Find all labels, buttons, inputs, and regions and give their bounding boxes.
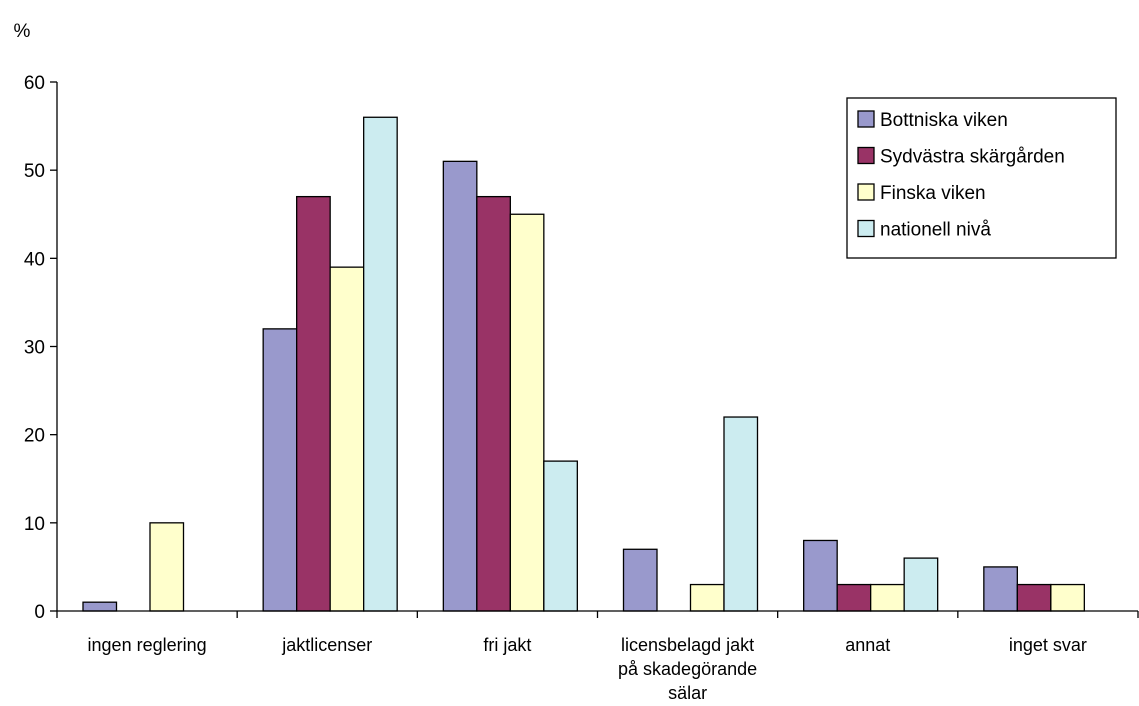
y-tick-label: 50 [24,161,45,182]
y-axis-unit-label: % [14,21,31,42]
x-category-label: på skadegörande [618,659,757,679]
bar [296,195,331,612]
bar [363,116,398,612]
bar [983,566,1018,612]
bar [903,557,939,612]
bar [803,539,838,612]
x-category-label: inget svar [1009,635,1087,655]
x-category-label: jaktlicenser [281,635,372,655]
legend-swatch [857,183,875,201]
bar [329,266,365,612]
bar [622,548,658,612]
bar [149,522,185,612]
x-category-label: ingen reglering [88,635,207,655]
bar [476,195,511,612]
y-axis-ticks: 0 10 20 30 40 50 60 [24,73,57,623]
bar [509,213,545,612]
legend-label: Bottniska viken [880,110,1008,131]
x-category-label: annat [845,635,890,655]
legend-label: Finska viken [880,183,986,204]
legend-label: nationell nivå [880,220,991,241]
bar [543,460,578,612]
bar [442,160,478,612]
legend-swatch [857,110,875,128]
bars-group [82,116,1085,612]
bar [262,328,298,612]
bar [836,583,872,612]
bar [82,601,118,612]
y-tick-label: 60 [24,73,45,94]
y-tick-label: 40 [24,249,45,270]
legend-swatch [857,219,875,238]
legend-swatch [857,146,875,165]
y-tick-label: 10 [24,514,45,535]
x-category-label: sälar [668,683,707,703]
legend-label: Sydvästra skärgården [880,147,1065,168]
y-tick-label: 0 [34,602,45,623]
bar [1050,583,1085,612]
bar [723,416,759,612]
y-tick-label: 20 [24,426,45,447]
y-tick-label: 30 [24,338,45,359]
x-category-label: fri jakt [483,635,531,655]
bar [689,583,725,612]
legend-frame [846,97,1117,259]
legend: Bottniska viken Sydvästra skärgården Finsk… [846,97,1117,259]
x-category-label: licensbelagd jakt [621,635,754,655]
bar [1016,583,1052,612]
x-axis-ticks: ingen reglering jaktlicenser fri jakt licen… [56,611,1139,703]
bar [870,583,905,612]
